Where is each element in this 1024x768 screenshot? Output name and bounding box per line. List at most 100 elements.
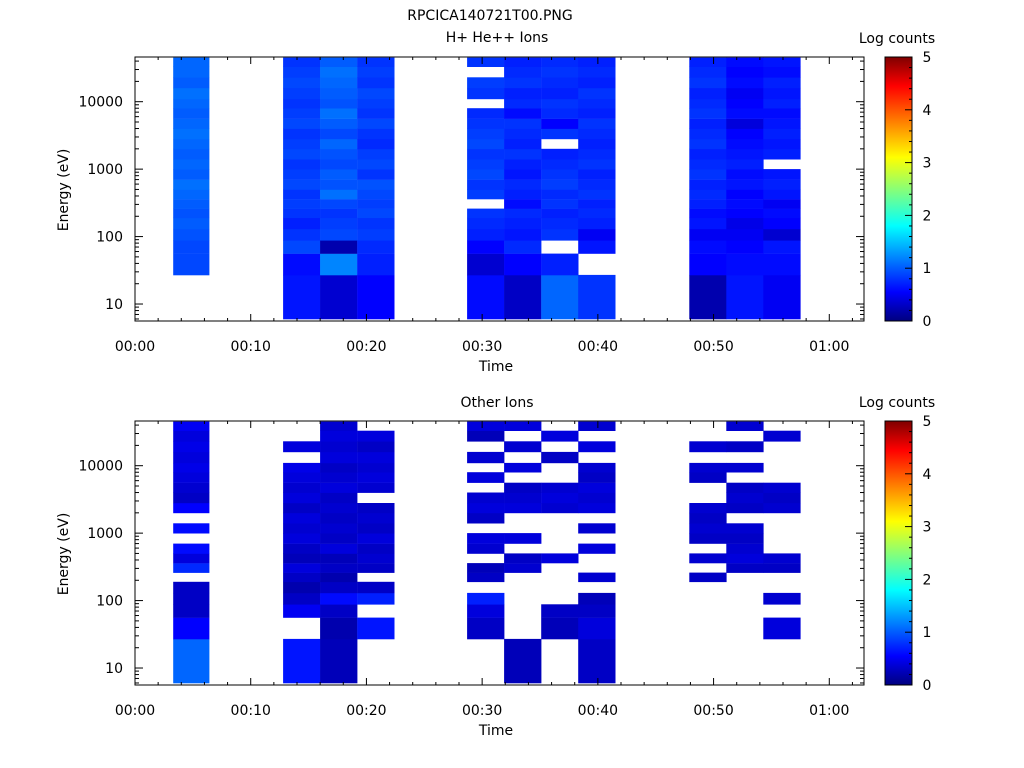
heatmap-cell: [357, 617, 395, 640]
colorbar-tick-label: 3: [923, 520, 932, 536]
heatmap-cell: [541, 189, 579, 200]
heatmap-cell: [726, 253, 764, 276]
heatmap-cell: [173, 98, 210, 109]
heatmap-cell: [504, 638, 542, 684]
heatmap-cell: [283, 638, 321, 684]
heatmap-cell: [320, 108, 358, 119]
heatmap-cell: [173, 253, 210, 276]
heatmap-cell: [357, 77, 395, 89]
heatmap-cell: [173, 159, 210, 170]
heatmap-cell: [320, 253, 358, 276]
colorbar-tick-label: 3: [923, 156, 932, 172]
heatmap-cell: [357, 87, 395, 100]
heatmap-cell: [320, 169, 358, 180]
heatmap-cell: [173, 451, 210, 464]
heatmap-cell: [283, 482, 321, 493]
heatmap-cell: [173, 199, 210, 209]
x-tick-label: 00:40: [578, 703, 618, 719]
heatmap-cell: [541, 118, 579, 129]
heatmap-cell: [726, 421, 764, 431]
heatmap-cell: [504, 421, 542, 431]
heatmap-cell: [357, 441, 395, 453]
heatmap-cell: [578, 638, 616, 684]
heatmap-cell: [541, 148, 579, 160]
heatmap-cell: [283, 148, 321, 160]
heatmap-cell: [173, 553, 210, 564]
heatmap-cell: [689, 240, 727, 254]
heatmap-cell: [283, 592, 321, 605]
heatmap-cell: [763, 118, 801, 129]
page-title: RPCICA140721T00.PNG: [407, 8, 572, 24]
heatmap-cell: [541, 492, 579, 504]
heatmap-cell: [357, 148, 395, 160]
panel-h-he-ions: H+ He++ Ions Energy (eV) Time Log counts…: [56, 30, 935, 375]
heatmap-cell: [763, 563, 801, 573]
heatmap-cell: [320, 159, 358, 170]
heatmap-cell: [283, 189, 321, 200]
heatmap-cell: [283, 441, 321, 453]
heatmap-cell: [689, 274, 727, 320]
heatmap-cell: [504, 441, 542, 453]
colorbar-tick-label: 2: [923, 208, 932, 224]
heatmap-cell: [320, 274, 358, 320]
y-tick-label: 100: [96, 594, 123, 610]
heatmap-cell: [578, 228, 616, 241]
heatmap-cell: [763, 240, 801, 254]
heatmap-cell: [173, 523, 210, 534]
heatmap-cell: [541, 617, 579, 640]
heatmap-cell: [467, 430, 505, 442]
heatmap-cell: [467, 217, 505, 230]
heatmap-cell: [689, 148, 727, 160]
heatmap-cell: [467, 451, 505, 464]
y-tick-label: 100: [96, 230, 123, 246]
heatmap-cell: [357, 512, 395, 524]
heatmap-cell: [467, 421, 505, 431]
heatmap-cell: [726, 159, 764, 170]
heatmap-cell: [283, 472, 321, 483]
heatmap-cell: [173, 441, 210, 453]
heatmap-cell: [320, 87, 358, 100]
heatmap-cell: [578, 118, 616, 129]
heatmap-cell: [541, 159, 579, 170]
heatmap-cell: [173, 228, 210, 241]
heatmap-cell: [283, 523, 321, 534]
heatmap-cell: [504, 128, 542, 140]
heatmap-cell: [578, 274, 616, 320]
heatmap-cell: [763, 482, 801, 493]
colorbar-tick-label: 1: [923, 625, 932, 641]
heatmap-cell: [283, 208, 321, 219]
heatmap-cell: [173, 592, 210, 605]
heatmap-cell: [320, 572, 358, 583]
colorbar-tick-label: 5: [923, 414, 932, 430]
heatmap-cell: [173, 638, 210, 684]
heatmap-cell: [173, 543, 210, 554]
heatmap-cell: [763, 430, 801, 442]
heatmap-cell: [763, 199, 801, 209]
heatmap-cell: [283, 98, 321, 109]
colorbar: [884, 420, 913, 686]
heatmap-cell: [578, 87, 616, 100]
heatmap-cell: [763, 617, 801, 640]
heatmap-cell: [578, 148, 616, 160]
heatmap-cell: [173, 503, 210, 514]
heatmap-cell: [467, 189, 505, 200]
heatmap-cell: [357, 523, 395, 534]
heatmap-cell: [541, 179, 579, 190]
heatmap-cell: [504, 208, 542, 219]
heatmap-cell: [173, 462, 210, 473]
heatmap-cell: [763, 87, 801, 100]
heatmap-cell: [689, 159, 727, 170]
heatmap-cell: [173, 66, 210, 78]
heatmap-cell: [578, 208, 616, 219]
heatmap-cell: [726, 563, 764, 573]
heatmap-cell: [578, 441, 616, 453]
heatmap-cell: [357, 482, 395, 493]
heatmap-cell: [504, 118, 542, 129]
heatmap-cell: [173, 118, 210, 129]
heatmap-cell: [320, 523, 358, 534]
heatmap-cell: [320, 604, 358, 618]
heatmap-cell: [467, 604, 505, 618]
heatmap-cell: [726, 148, 764, 160]
heatmap-cell: [763, 148, 801, 160]
heatmap-cell: [504, 553, 542, 564]
